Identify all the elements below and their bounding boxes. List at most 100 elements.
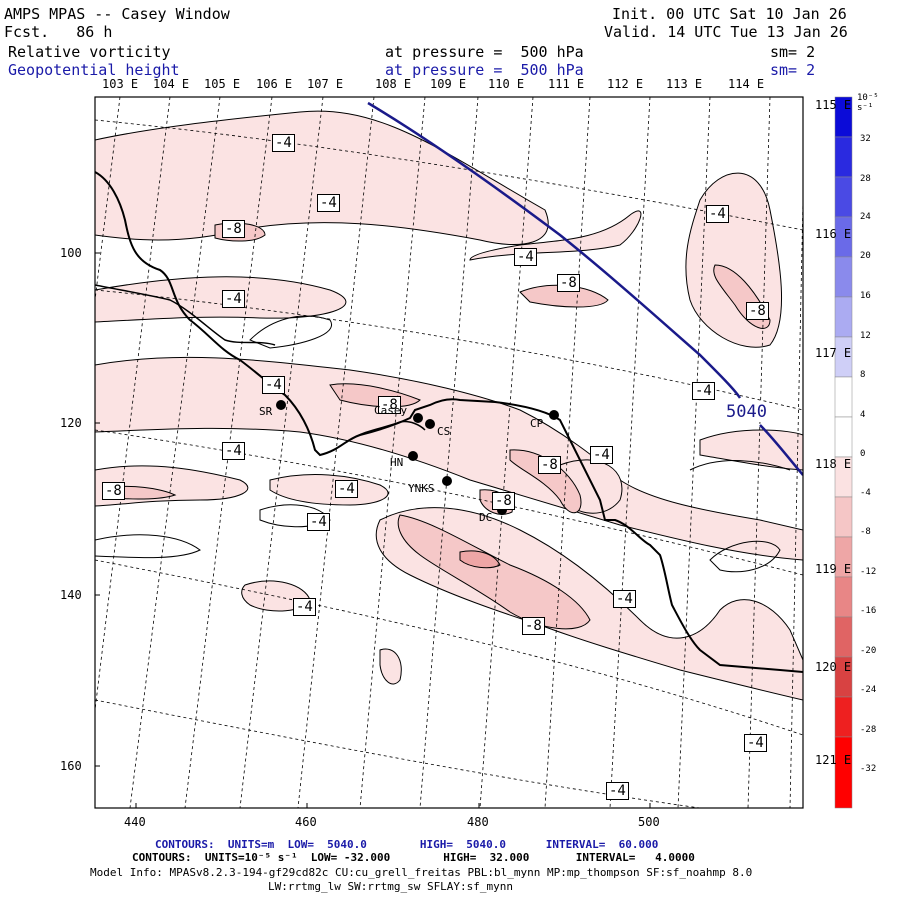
coastline	[349, 420, 426, 441]
vorticity-region	[241, 580, 311, 612]
x-tick-label: 460	[295, 815, 317, 829]
colorbar-label: -32	[860, 764, 877, 774]
footer-height-contours: CONTOURS: UNITS=m LOW= 5040.0 HIGH= 5040…	[155, 838, 659, 851]
contour-label: -4	[613, 590, 636, 608]
contour-label: -8	[378, 396, 401, 414]
contour-label: -8	[222, 220, 245, 238]
colorbar-label: 24	[860, 212, 871, 222]
coastline	[95, 284, 276, 346]
colorbar-label: 28	[860, 174, 871, 184]
contour-label: -8	[492, 492, 515, 510]
lon-label: 113 E	[666, 77, 703, 91]
contour-label: -4	[262, 376, 285, 394]
contour-label: -4	[307, 513, 330, 531]
lon-label: 105 E	[204, 77, 241, 91]
footer-vorticity-contours: CONTOURS: UNITS=10⁻⁵ s⁻¹ LOW= -32.000 HI…	[132, 851, 695, 864]
colorbar-label: -8	[860, 527, 871, 537]
colorbar-label: 20	[860, 251, 871, 261]
lon-label: 107 E	[307, 77, 344, 91]
contour-label: -4	[744, 734, 767, 752]
contour-label: -8	[102, 482, 125, 500]
contour-label: -4	[317, 194, 340, 212]
contour-label: -4	[222, 442, 245, 460]
colorbar-label: -24	[860, 685, 877, 695]
contour-label: -4	[692, 382, 715, 400]
colorbar-label: 4	[860, 410, 866, 420]
contour-label: -4	[514, 248, 537, 266]
height-contour	[367, 101, 742, 399]
lon-label: 103 E	[102, 77, 139, 91]
contour-label: -8	[538, 456, 561, 474]
forecast-hour: Fcst. 86 h	[4, 23, 113, 41]
contour-label: -4	[590, 446, 613, 464]
footer-model-info: Model Info: MPASv8.2.3-194-gf29cd82c CU:…	[90, 866, 753, 879]
station-marker	[549, 410, 559, 420]
vorticity-core	[397, 514, 591, 630]
station-marker	[425, 419, 435, 429]
colorbar-label: -16	[860, 606, 877, 616]
field2-level: at pressure = 500 hPa	[385, 61, 584, 79]
contour-label: -4	[706, 205, 729, 223]
footer-physics-info: LW:rrtmg_lw SW:rrtmg_sw SFLAY:sf_mynn	[268, 880, 514, 893]
x-tick-label: 500	[638, 815, 660, 829]
colorbar-units: 10⁻⁵ s⁻¹	[857, 93, 879, 113]
vorticity-core	[459, 550, 501, 569]
colorbar-label: -20	[860, 646, 877, 656]
station-marker	[442, 476, 452, 486]
contour-label: -4	[335, 480, 358, 498]
station-label: CS	[437, 425, 451, 438]
colorbar-label: 8	[860, 370, 866, 380]
station-marker	[413, 413, 423, 423]
lon-label-right: 117 E	[815, 346, 852, 360]
field1-level: at pressure = 500 hPa	[385, 43, 584, 61]
field1-smoothing: sm= 2	[770, 43, 816, 61]
lon-label: 104 E	[153, 77, 190, 91]
lon-label: 112 E	[607, 77, 644, 91]
vorticity-region	[269, 474, 389, 506]
y-tick-label: 160	[60, 759, 82, 773]
contour-label: -4	[293, 598, 316, 616]
contour-label: -8	[522, 617, 545, 635]
lon-label-right: 116 E	[815, 227, 852, 241]
field2-smoothing: sm= 2	[770, 61, 816, 79]
colorbar	[834, 96, 853, 809]
contour-label: -4	[222, 290, 245, 308]
height-contour	[759, 424, 803, 476]
lon-label-right: 115 E	[815, 98, 852, 112]
contour-label: -8	[557, 274, 580, 292]
y-tick-label: 140	[60, 588, 82, 602]
x-tick-label: 480	[467, 815, 489, 829]
vorticity-region	[95, 276, 347, 323]
lon-label-right: 121 E	[815, 753, 852, 767]
contour-label: -8	[746, 302, 769, 320]
colorbar-label: 0	[860, 449, 866, 459]
colorbar-label: -12	[860, 567, 877, 577]
colorbar-label: 12	[860, 331, 871, 341]
vorticity-region	[95, 356, 803, 561]
x-tick-label: 440	[124, 815, 146, 829]
station-label: DC	[479, 511, 493, 524]
station-marker	[276, 400, 286, 410]
station-label: YNKS	[408, 482, 435, 495]
lon-label: 109 E	[430, 77, 467, 91]
vorticity-region	[699, 429, 803, 471]
plot-title: AMPS MPAS -- Casey Window	[4, 5, 230, 23]
vorticity-region	[469, 210, 642, 261]
colorbar-label: -4	[860, 488, 871, 498]
lon-label-right: 118 E	[815, 457, 852, 471]
contour-label: -4	[272, 134, 295, 152]
y-tick-label: 120	[60, 416, 82, 430]
lon-label-right: 119 E	[815, 562, 852, 576]
colorbar-label: 16	[860, 291, 871, 301]
colorbar-label: 32	[860, 134, 871, 144]
station-label: HN	[390, 456, 404, 469]
vorticity-region	[379, 648, 402, 685]
vorticity-core	[519, 284, 609, 308]
contour-label: -4	[606, 782, 629, 800]
field1-name: Relative vorticity	[8, 43, 171, 61]
lon-label: 108 E	[375, 77, 412, 91]
lon-label: 106 E	[256, 77, 293, 91]
lon-label: 111 E	[548, 77, 585, 91]
station-label: CP	[530, 417, 544, 430]
